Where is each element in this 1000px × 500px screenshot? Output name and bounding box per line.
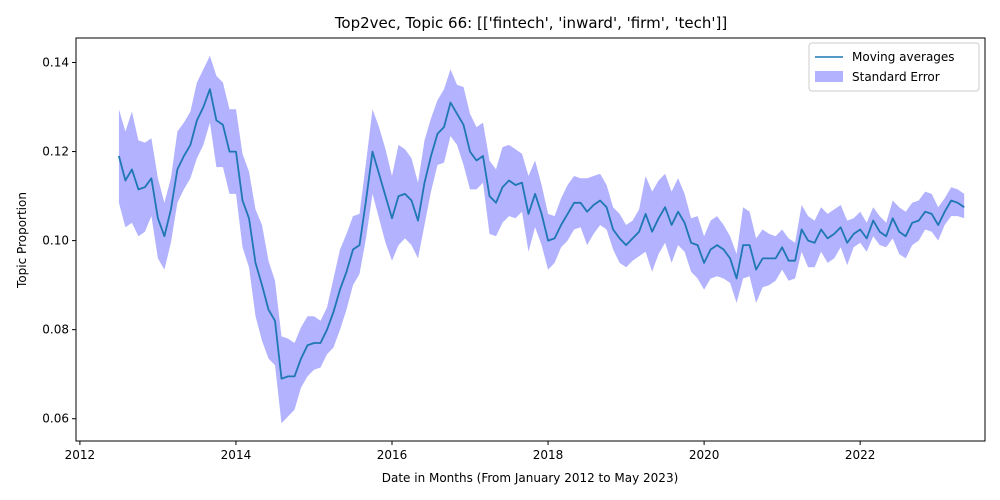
plot-frame (75, 37, 986, 442)
x-tick-label: 2020 (689, 448, 720, 462)
legend-label-standard-error: Standard Error (852, 70, 940, 84)
x-axis-label: Date in Months (From January 2012 to May… (382, 471, 679, 485)
y-tick-label: 0.06 (42, 412, 69, 426)
x-tick-label: 2018 (533, 448, 564, 462)
x-tick-label: 2012 (65, 448, 96, 462)
y-tick-label: 0.12 (42, 145, 69, 159)
chart-title: Top2vec, Topic 66: [['fintech', 'inward'… (334, 14, 727, 32)
x-axis: 2012 2014 2016 2018 2020 2022 (65, 441, 876, 462)
y-tick-label: 0.10 (42, 234, 69, 248)
plot-area (118, 55, 965, 424)
legend-band-swatch (815, 71, 843, 82)
y-axis-label: Topic Proportion (15, 192, 29, 289)
legend-label-moving-averages: Moving averages (852, 50, 955, 64)
moving-averages-line (118, 88, 965, 380)
legend: Moving averages Standard Error (808, 42, 980, 92)
y-tick-label: 0.14 (42, 55, 69, 69)
standard-error-band (118, 55, 965, 424)
x-tick-label: 2022 (845, 448, 876, 462)
legend-box (808, 42, 980, 92)
x-tick-label: 2014 (221, 448, 252, 462)
y-tick-label: 0.08 (42, 323, 69, 337)
x-tick-label: 2016 (377, 448, 408, 462)
y-axis: 0.06 0.08 0.10 0.12 0.14 (42, 55, 76, 426)
